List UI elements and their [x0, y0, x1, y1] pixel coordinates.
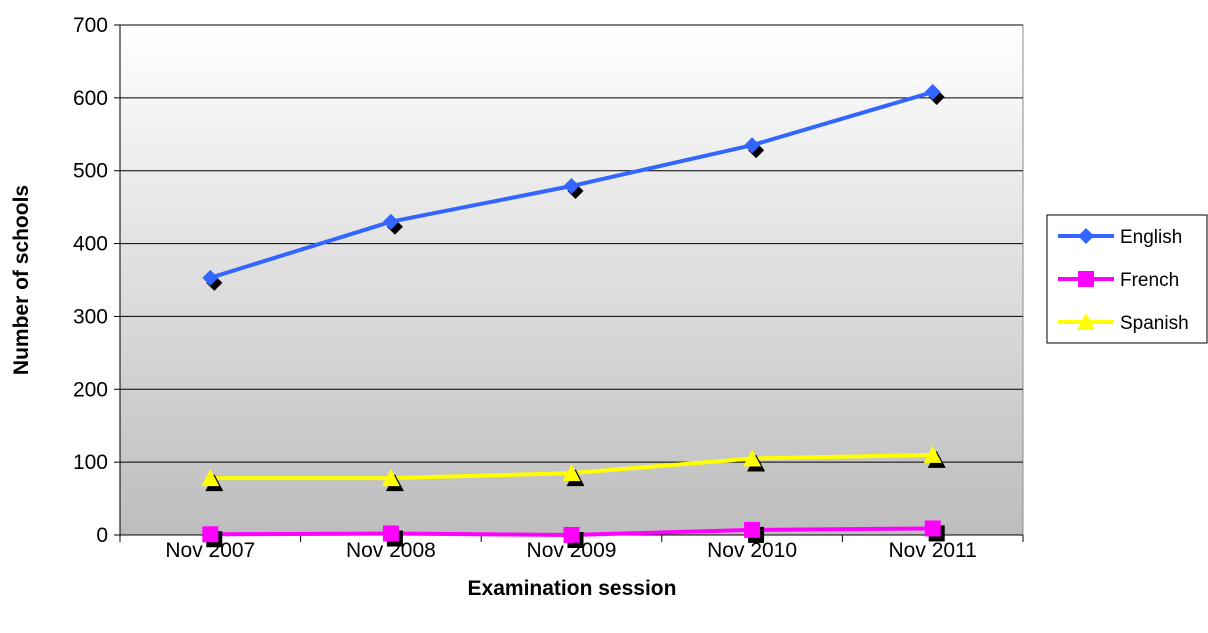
y-tick-label: 0	[96, 524, 108, 547]
plot-area	[119, 24, 1024, 536]
data-point-french	[382, 525, 399, 542]
y-tick-label: 500	[73, 160, 108, 183]
legend-marker-french	[1078, 271, 1094, 287]
data-point-french	[202, 526, 219, 543]
tick-labels: 0 100 200 300 400 500 600 700 Nov 2007 Nov 2008 No…	[73, 14, 977, 562]
series-french	[202, 520, 945, 548]
x-tick-label: Nov 2008	[346, 539, 436, 562]
x-tick-label: Nov 2010	[707, 539, 797, 562]
series-spanish	[201, 445, 946, 492]
data-point-spanish	[923, 445, 942, 463]
data-point-french	[924, 520, 941, 537]
data-point-english	[382, 213, 399, 230]
legend-label-english: English	[1120, 227, 1182, 248]
data-point-spanish	[201, 469, 220, 487]
legend-marker-english	[1078, 228, 1094, 244]
legend: English French Spanish	[1046, 214, 1208, 344]
data-point-english	[202, 269, 219, 286]
legend-marker-spanish	[1077, 313, 1095, 330]
y-tick-label: 700	[73, 14, 108, 37]
y-tick-label: 100	[73, 451, 108, 474]
x-axis-title: Examination session	[468, 577, 677, 600]
data-point-french	[563, 527, 580, 543]
y-tick-label: 400	[73, 233, 108, 256]
y-tick-label: 200	[73, 378, 108, 401]
data-point-french	[744, 521, 761, 538]
data-point-spanish	[562, 464, 581, 482]
x-tick-label: Nov 2011	[889, 539, 977, 562]
gridlines	[120, 24, 1023, 463]
legend-label-french: French	[1120, 270, 1179, 291]
y-tick-label: 300	[73, 305, 108, 328]
legend-label-spanish: Spanish	[1120, 313, 1189, 334]
series-layer	[201, 84, 946, 548]
y-axis-title: Number of schools	[10, 185, 33, 375]
data-point-english	[924, 84, 941, 101]
x-tick-label: Nov 2007	[165, 539, 255, 562]
data-point-spanish	[743, 449, 762, 467]
x-tick-label: Nov 2009	[527, 539, 617, 562]
data-point-spanish	[381, 469, 400, 487]
data-point-english	[563, 178, 580, 195]
y-tick-label: 600	[73, 87, 108, 110]
data-point-english	[744, 137, 761, 154]
series-english	[202, 84, 945, 291]
